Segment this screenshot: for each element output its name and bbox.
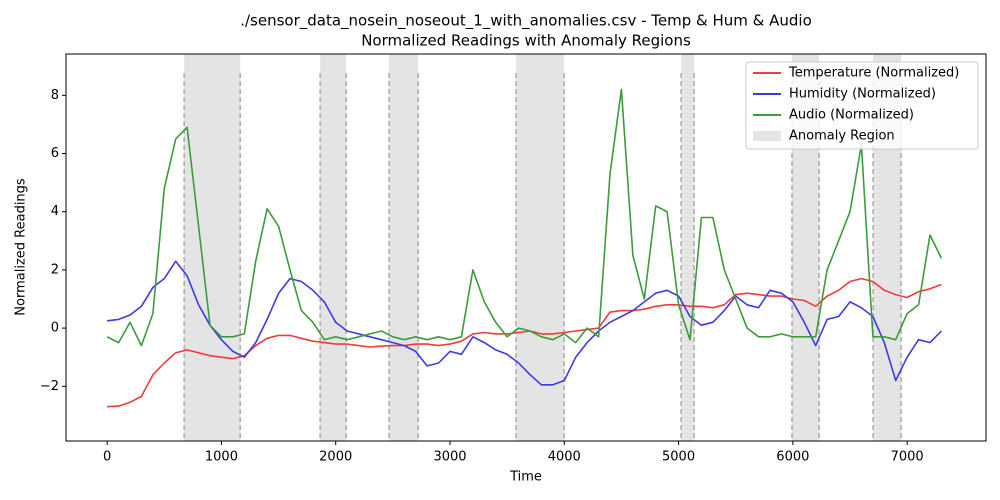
y-tick-label: −2 bbox=[40, 379, 59, 394]
y-axis-label: Normalized Readings bbox=[14, 178, 29, 316]
x-tick-label: 1000 bbox=[205, 450, 238, 465]
x-tick-label: 0 bbox=[103, 450, 111, 465]
x-tick-label: 3000 bbox=[433, 450, 466, 465]
series-line bbox=[107, 260, 942, 386]
axes-frame bbox=[65, 53, 987, 442]
anomaly-region bbox=[389, 54, 419, 441]
chart-subtitle: Normalized Readings with Anomaly Regions bbox=[361, 32, 691, 50]
x-tick-label: 5000 bbox=[662, 450, 695, 465]
chart-title: ./sensor_data_nosein_noseout_1_with_anom… bbox=[240, 12, 812, 31]
anomaly-region bbox=[516, 54, 565, 441]
anomaly-region bbox=[184, 54, 241, 441]
y-tick-label: 8 bbox=[51, 88, 59, 103]
legend-label: Humidity (Normalized) bbox=[789, 87, 936, 102]
legend-label: Temperature (Normalized) bbox=[788, 66, 959, 81]
x-tick-label: 6000 bbox=[776, 450, 809, 465]
x-tick-label: 4000 bbox=[548, 450, 581, 465]
y-tick-label: 0 bbox=[51, 321, 59, 336]
y-tick-label: 6 bbox=[51, 146, 59, 161]
x-axis-label: Time bbox=[509, 470, 542, 485]
x-tick-label: 2000 bbox=[319, 450, 352, 465]
y-tick-label: 2 bbox=[51, 262, 59, 277]
legend-label: Anomaly Region bbox=[789, 129, 895, 144]
legend-box bbox=[745, 61, 979, 150]
x-tick-label: 7000 bbox=[891, 450, 924, 465]
anomaly-region bbox=[320, 54, 347, 441]
anomaly-region bbox=[681, 54, 695, 441]
y-tick-label: 4 bbox=[51, 204, 59, 219]
legend-label: Audio (Normalized) bbox=[789, 108, 914, 123]
legend-swatch bbox=[753, 131, 781, 141]
series-line bbox=[106, 88, 943, 347]
